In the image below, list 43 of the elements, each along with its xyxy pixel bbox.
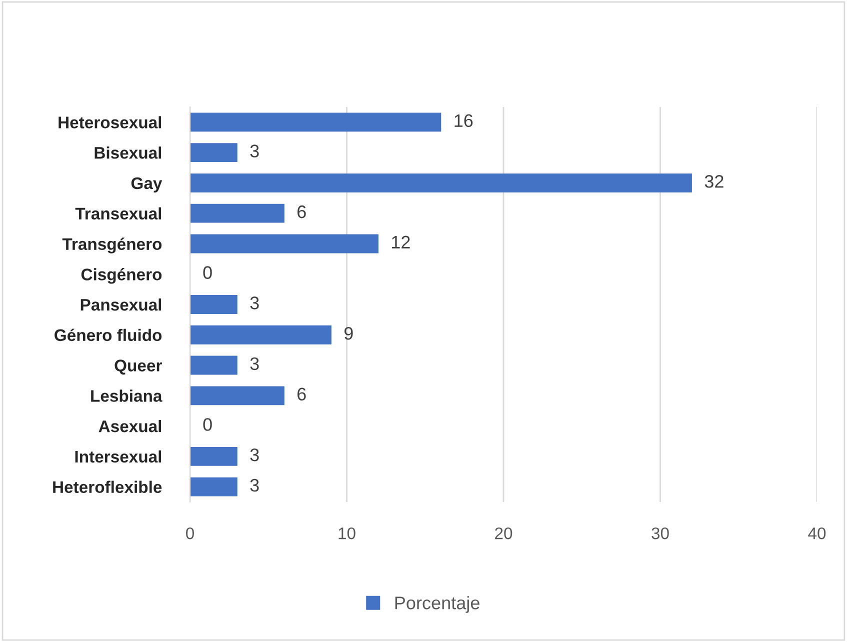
y-tick-label: Transgénero	[62, 238, 162, 254]
data-label: 3	[250, 144, 259, 158]
y-tick-label: Queer	[114, 360, 162, 375]
data-label: 0	[203, 266, 212, 279]
bar	[190, 143, 238, 162]
y-tick-label: Gay	[131, 177, 162, 192]
x-tick-label: 0	[186, 527, 194, 540]
x-tick-label: 40	[808, 527, 826, 540]
bar	[190, 234, 378, 254]
y-tick-label: Pansexual	[80, 298, 162, 311]
y-tick-label: Cisgénero	[81, 268, 162, 284]
x-tick-label: 30	[652, 527, 669, 540]
y-tick-label: Heterosexual	[58, 116, 162, 128]
x-tick-label: 20	[495, 527, 512, 540]
y-tick-label: Asexual	[98, 420, 162, 432]
data-label: 32	[704, 175, 724, 188]
bar	[190, 173, 692, 192]
data-label: 0	[203, 418, 212, 431]
data-label: 9	[344, 326, 353, 340]
y-tick-label: Género fluido	[54, 328, 162, 342]
data-label: 6	[298, 205, 306, 218]
data-label: 3	[250, 357, 259, 370]
y-tick-label: Intersexual	[75, 450, 162, 463]
y-tick-label: Lesbiana	[91, 390, 162, 402]
y-tick-label: Heteroflexible	[53, 480, 162, 494]
y-tick-label: Transexual	[75, 207, 162, 220]
bar	[190, 295, 238, 314]
data-label: 3	[250, 478, 259, 492]
data-label: 12	[392, 236, 410, 248]
bar	[190, 112, 442, 132]
bar	[190, 204, 284, 223]
y-tick-label: Bisexual	[94, 146, 162, 159]
data-label: 6	[298, 388, 306, 400]
data-label: 16	[454, 114, 473, 128]
x-tick-label: 10	[338, 527, 356, 540]
legend-label: Porcentaje	[395, 596, 480, 613]
data-label: 3	[250, 448, 259, 462]
bar	[190, 386, 284, 406]
bar	[190, 325, 332, 344]
bar	[190, 477, 238, 496]
bar	[190, 356, 238, 375]
bar	[190, 446, 238, 466]
data-label: 3	[250, 296, 259, 310]
